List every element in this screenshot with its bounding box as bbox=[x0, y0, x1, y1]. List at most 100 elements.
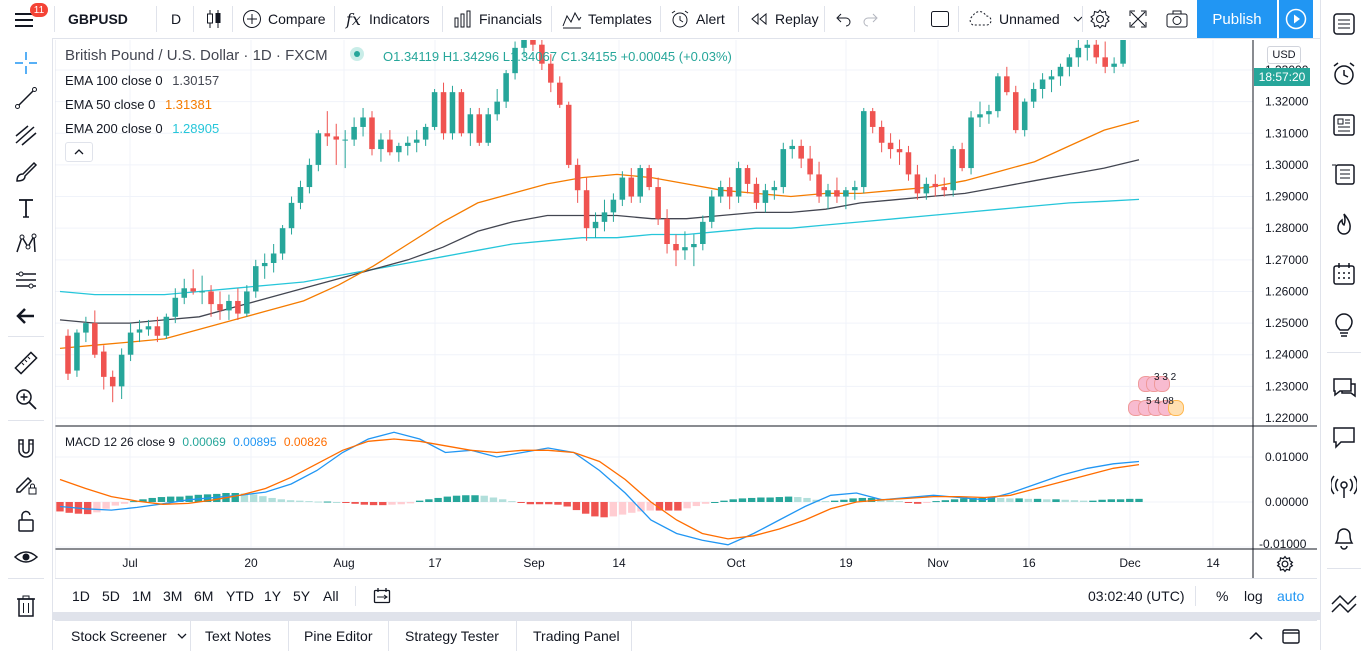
brush-icon bbox=[16, 161, 38, 182]
interval-button[interactable]: D bbox=[171, 11, 182, 27]
tab-strategy-tester[interactable]: Strategy Tester bbox=[405, 628, 499, 644]
ema100-legend[interactable]: EMA 100 close 0 1.30157 bbox=[65, 73, 219, 88]
data-window-button[interactable] bbox=[1329, 110, 1359, 140]
market-status-dot[interactable] bbox=[350, 47, 364, 61]
indicators-button[interactable]: fx Indicators bbox=[346, 0, 430, 38]
watchlist-button[interactable] bbox=[1329, 9, 1359, 39]
ema50-legend[interactable]: EMA 50 close 0 1.31381 bbox=[65, 97, 212, 112]
time-axis-ticks: Jul 20 Aug 17 Sep 14 Oct 19 Nov 16 Dec 14 bbox=[122, 556, 1220, 570]
candle-body bbox=[887, 142, 894, 150]
flag-icon bbox=[1154, 376, 1170, 392]
play-button[interactable] bbox=[1279, 0, 1313, 38]
candlestick-series bbox=[65, 40, 1126, 403]
range-5d[interactable]: 5D bbox=[102, 588, 120, 604]
settings-button[interactable] bbox=[1089, 0, 1117, 38]
publish-button[interactable]: Publish bbox=[1197, 0, 1277, 38]
histogram-bar bbox=[646, 502, 654, 511]
log-scale-toggle[interactable]: log bbox=[1244, 588, 1263, 604]
range-6m[interactable]: 6M bbox=[194, 588, 214, 604]
stay-drawing-tool[interactable] bbox=[13, 471, 39, 497]
prediction-tool[interactable] bbox=[13, 267, 39, 293]
alert-button[interactable]: Alert bbox=[670, 0, 725, 38]
range-3m[interactable]: 3M bbox=[163, 588, 183, 604]
magnet-tool[interactable] bbox=[13, 436, 39, 462]
screenshot-button[interactable] bbox=[1165, 0, 1195, 38]
macd-legend[interactable]: MACD 12 26 close 9 0.00069 0.00895 0.008… bbox=[65, 435, 327, 449]
save-layout-button[interactable]: Unnamed bbox=[967, 0, 1092, 38]
measure-tool[interactable] bbox=[13, 350, 39, 376]
compare-button[interactable]: Compare bbox=[242, 0, 326, 38]
time-tick-label: Jul bbox=[122, 556, 137, 570]
lock-drawings-tool[interactable] bbox=[13, 508, 39, 534]
financials-button[interactable]: Financials bbox=[453, 0, 542, 38]
candle-body bbox=[816, 174, 822, 197]
maximize-panel-button[interactable] bbox=[1281, 621, 1301, 651]
fullscreen-button[interactable] bbox=[1128, 0, 1154, 38]
brush-tool[interactable] bbox=[13, 159, 39, 185]
menu-button[interactable] bbox=[14, 0, 42, 38]
range-all[interactable]: All bbox=[323, 588, 339, 604]
divider bbox=[516, 621, 517, 651]
ema200-legend[interactable]: EMA 200 close 0 1.28905 bbox=[65, 121, 219, 136]
text-tool[interactable] bbox=[13, 195, 39, 221]
range-1m[interactable]: 1M bbox=[132, 588, 152, 604]
layout-button[interactable] bbox=[930, 0, 956, 38]
auto-scale-toggle[interactable]: auto bbox=[1277, 588, 1305, 604]
remove-drawings-tool[interactable] bbox=[13, 593, 39, 619]
tab-text-notes[interactable]: Text Notes bbox=[205, 628, 272, 644]
notifications-button[interactable] bbox=[1329, 522, 1359, 552]
ema-50-line bbox=[59, 119, 1140, 350]
events-row-2[interactable]: 5 4 08 bbox=[1128, 396, 1188, 416]
candle-body bbox=[1075, 47, 1082, 58]
macd-hist-value: 0.00069 bbox=[182, 435, 226, 449]
go-to-date-button[interactable] bbox=[373, 579, 391, 613]
templates-button[interactable]: Templates bbox=[562, 0, 652, 38]
symbol-search-button[interactable]: GBPUSD bbox=[68, 11, 128, 27]
trend-line-tool[interactable] bbox=[13, 85, 39, 111]
percent-scale-toggle[interactable]: % bbox=[1216, 588, 1229, 604]
hide-drawings-tool[interactable] bbox=[13, 544, 39, 570]
range-5y[interactable]: 5Y bbox=[293, 588, 311, 604]
histogram-bar bbox=[683, 502, 691, 509]
collapse-sidebar-button[interactable] bbox=[1329, 588, 1359, 618]
tab-trading-panel[interactable]: Trading Panel bbox=[533, 628, 620, 644]
broadcast-icon bbox=[1331, 475, 1357, 498]
range-1d[interactable]: 1D bbox=[72, 588, 90, 604]
histogram-bar bbox=[369, 502, 378, 506]
ema200-label: EMA 200 close 0 bbox=[65, 121, 163, 136]
redo-button[interactable] bbox=[862, 0, 886, 38]
range-1y[interactable]: 1Y bbox=[264, 588, 282, 604]
tab-pine-editor[interactable]: Pine Editor bbox=[304, 628, 373, 644]
chart-canvas[interactable]: 1.330001.320001.310001.300001.290001.280… bbox=[55, 40, 1317, 578]
messages-button[interactable] bbox=[1329, 422, 1359, 452]
currency-button[interactable]: USD bbox=[1267, 46, 1301, 64]
calendar-button[interactable] bbox=[1329, 259, 1359, 289]
expand-panel-button[interactable] bbox=[1247, 621, 1265, 651]
chart-style-button[interactable] bbox=[204, 0, 230, 38]
range-ytd[interactable]: YTD bbox=[226, 588, 254, 604]
divider bbox=[156, 6, 157, 32]
collapse-legend-button[interactable] bbox=[65, 142, 93, 162]
histogram-bar bbox=[950, 499, 959, 502]
tab-stock-screener[interactable]: Stock Screener bbox=[71, 621, 189, 651]
undo-button[interactable] bbox=[834, 0, 858, 38]
histogram-bar bbox=[452, 495, 461, 502]
events-row-1[interactable]: 3 3 2 bbox=[1138, 372, 1184, 392]
histogram-bar bbox=[351, 502, 359, 504]
arrow-left-icon bbox=[16, 308, 34, 324]
axis-settings-button[interactable] bbox=[1276, 555, 1294, 573]
crosshair-tool[interactable] bbox=[13, 50, 39, 76]
ideas-button[interactable] bbox=[1329, 310, 1359, 340]
zoom-in-tool[interactable] bbox=[13, 386, 39, 412]
streams-button[interactable] bbox=[1329, 472, 1359, 502]
back-button[interactable] bbox=[13, 303, 39, 329]
hotlist-button[interactable] bbox=[1329, 159, 1359, 189]
utc-clock[interactable]: 03:02:40 (UTC) bbox=[1088, 588, 1185, 604]
calendar-flame-button[interactable] bbox=[1329, 210, 1359, 240]
replay-button[interactable]: Replay bbox=[749, 0, 819, 38]
chats-button[interactable] bbox=[1329, 373, 1359, 403]
candle-body bbox=[601, 212, 608, 222]
pattern-tool[interactable] bbox=[13, 231, 39, 257]
fib-tool[interactable] bbox=[13, 122, 39, 148]
alerts-button[interactable] bbox=[1329, 59, 1359, 89]
